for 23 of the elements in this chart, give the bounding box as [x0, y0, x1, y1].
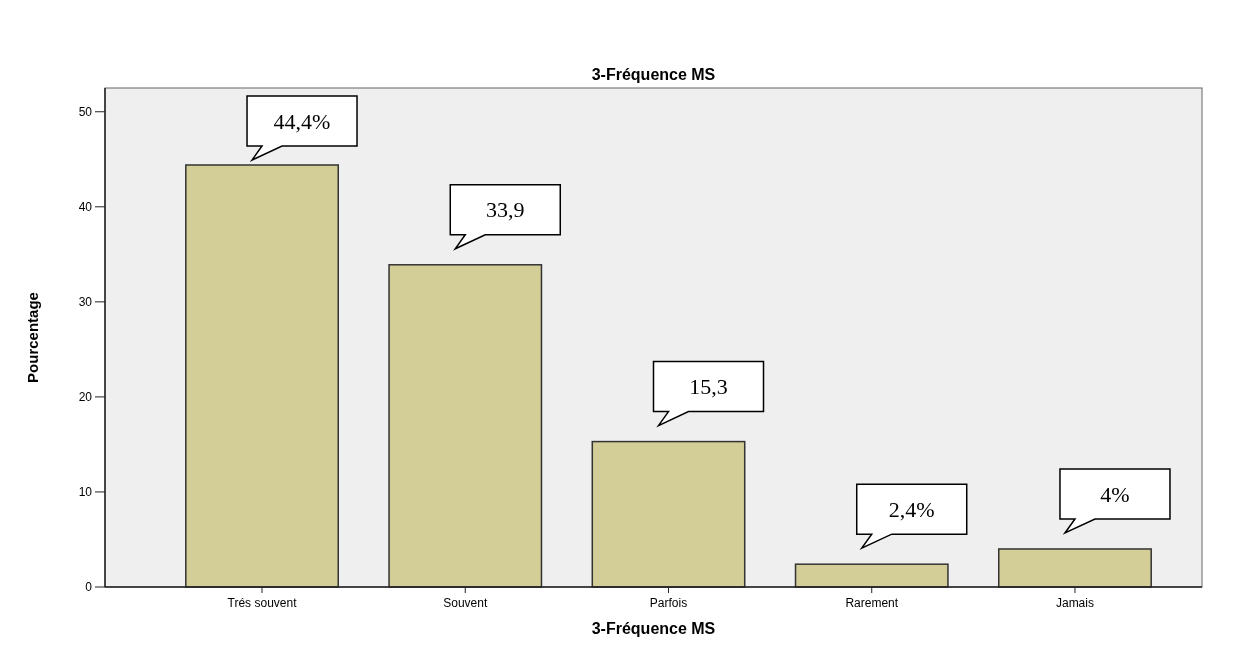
y-tick-label: 0 — [85, 580, 93, 595]
x-tick-label: Jamais — [1055, 596, 1094, 610]
bar — [388, 264, 543, 588]
data-label: 4% — [1100, 481, 1130, 507]
data-label: 2,4% — [888, 496, 935, 522]
y-axis-title: Pourcentage — [24, 292, 41, 383]
data-label: 44,4% — [273, 108, 331, 134]
x-tick-label: Parfois — [649, 596, 688, 610]
y-tick-label: 30 — [78, 295, 93, 310]
bar — [998, 548, 1152, 588]
bar — [591, 440, 746, 588]
y-tick-label: 40 — [78, 200, 93, 215]
x-tick-label: Souvent — [443, 596, 488, 610]
x-tick-label: Rarement — [845, 596, 899, 610]
y-tick-label: 20 — [78, 390, 93, 405]
y-tick-label: 50 — [78, 104, 93, 119]
bar — [794, 563, 949, 588]
y-tick-label: 10 — [78, 485, 93, 500]
x-tick-label: Trés souvent — [227, 596, 298, 610]
data-label: 33,9 — [486, 197, 525, 223]
data-label: 15,3 — [689, 374, 728, 400]
chart-title: 3-Fréquence MS — [591, 66, 716, 83]
x-axis-title: 3-Fréquence MS — [591, 620, 716, 637]
